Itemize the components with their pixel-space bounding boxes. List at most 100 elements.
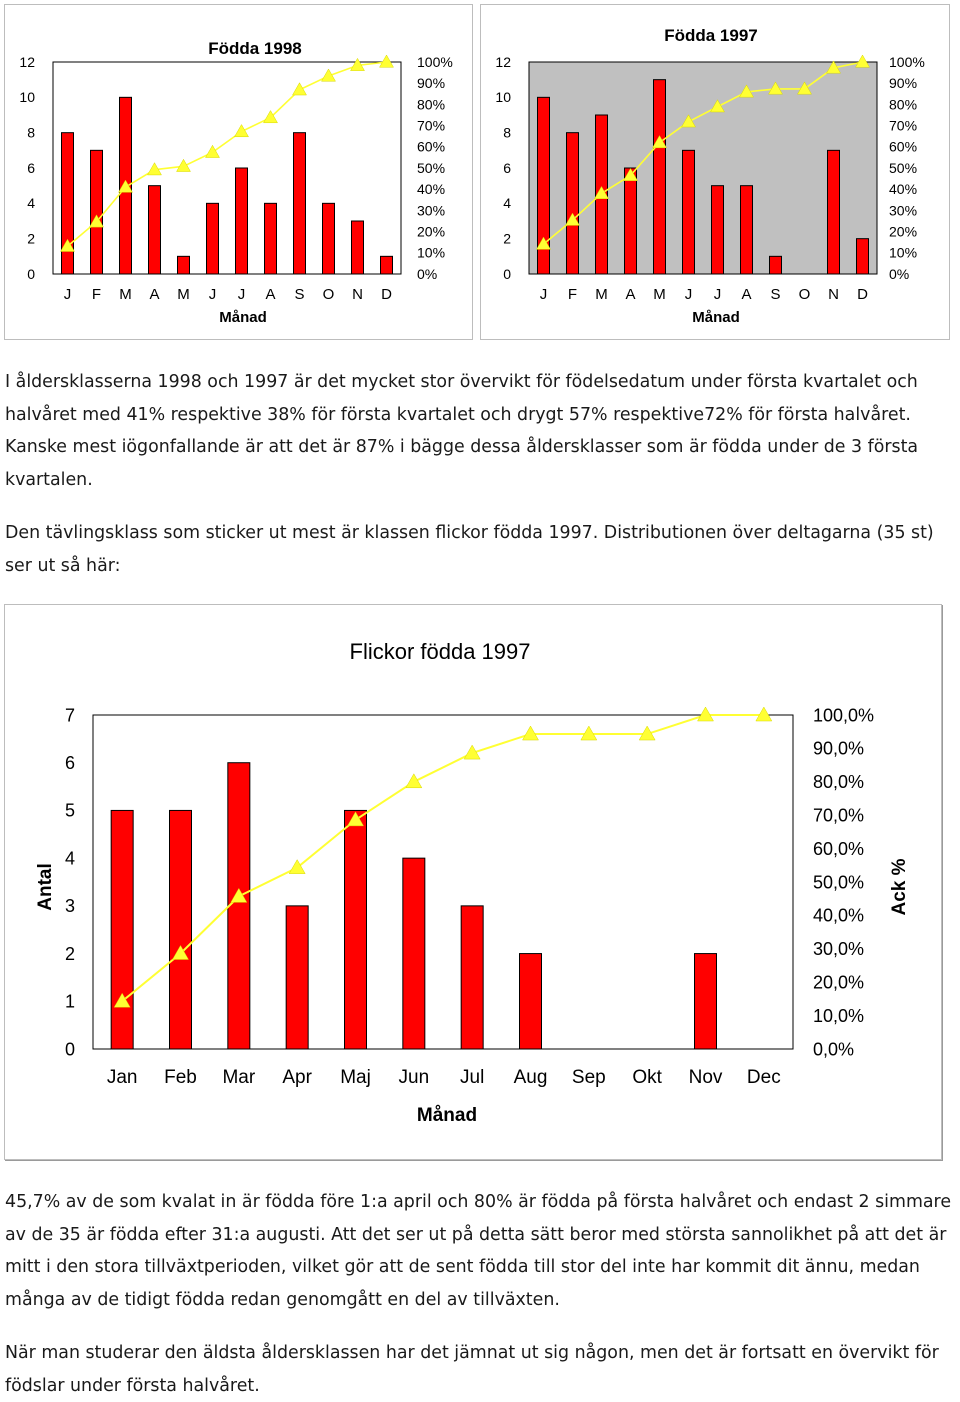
cumulative-marker	[710, 99, 725, 113]
y-tick-label: 10	[19, 89, 35, 105]
bar	[711, 185, 724, 275]
x-tick-label: M	[653, 286, 666, 303]
cumulative-marker	[288, 859, 306, 874]
x-tick-label: N	[352, 286, 363, 303]
y-tick-label: 10	[495, 89, 511, 105]
x-tick-label: Sep	[572, 1067, 606, 1088]
y2-tick-label: 90,0%	[813, 739, 864, 759]
cumulative-marker	[234, 124, 249, 138]
x-tick-label: N	[828, 286, 839, 303]
x-axis-label: Månad	[692, 309, 740, 326]
x-tick-label: O	[323, 286, 335, 303]
bar	[148, 185, 161, 275]
cumulative-marker	[755, 706, 773, 722]
cumulative-marker	[580, 725, 598, 741]
y-tick-label: 8	[503, 125, 511, 141]
y2-tick-label: 30%	[417, 202, 445, 218]
y2-tick-label: 100%	[889, 54, 925, 70]
y2-tick-label: 20%	[889, 224, 917, 240]
y-tick-label: 2	[27, 231, 35, 247]
cumulative-marker	[263, 110, 278, 124]
x-tick-label: Mar	[222, 1067, 255, 1088]
x-tick-label: S	[770, 286, 780, 303]
cumulative-marker	[463, 744, 481, 760]
chart-panel-1997: Födda 1997 0 2 4 6 8 10 12 0% 10% 20% 30% 40% 50% 60% 7…	[480, 4, 950, 340]
y-tick-label: 6	[503, 160, 511, 176]
cumulative-marker	[113, 992, 131, 1008]
bar	[235, 167, 248, 275]
cumulative-marker	[321, 68, 336, 82]
x-tick-label: Dec	[747, 1067, 781, 1088]
bar	[264, 202, 277, 275]
plot-border	[528, 61, 878, 275]
cumulative-marker	[379, 54, 394, 68]
y-tick-label: 8	[27, 125, 35, 141]
cumulative-marker	[522, 725, 539, 741]
y2-tick-label: 0%	[889, 266, 909, 282]
bar	[206, 202, 219, 275]
y2-tick-label: 10%	[889, 245, 917, 261]
paragraph-3: 45,7% av de som kvalat in är födda före …	[5, 1192, 952, 1310]
x-tick-label: D	[381, 286, 392, 303]
y-tick-label: 2	[65, 944, 75, 964]
y2-tick-label: 50,0%	[813, 872, 864, 892]
y2-tick-label: 10,0%	[813, 1006, 864, 1026]
cumulative-marker	[855, 54, 870, 68]
bar	[110, 809, 134, 1050]
cumulative-marker	[350, 57, 365, 71]
x-tick-label: Apr	[282, 1067, 312, 1088]
x-tick-label: S	[294, 286, 304, 303]
bar	[380, 255, 393, 275]
chart-title: Födda 1997	[664, 26, 758, 45]
bar	[227, 762, 251, 1050]
y2-tick-label: 100%	[417, 54, 453, 70]
chart-1997: Födda 1997 0 2 4 6 8 10 12 0% 10% 20% 30% 40% 50% 60% 7…	[495, 26, 925, 326]
bar	[827, 149, 840, 275]
x-tick-label: Jul	[460, 1067, 484, 1088]
y-tick-label: 0	[503, 266, 511, 282]
x-tick-label: A	[741, 286, 751, 303]
y2-tick-label: 80,0%	[813, 772, 864, 792]
chart-panel-1998: Födda 1998 0 2 4 6 8 10 12 0% 10% 20% 30% 40% 50% 60% 7…	[4, 4, 473, 340]
y2-tick-label: 70,0%	[813, 806, 864, 826]
y2-tick-label: 40%	[889, 181, 917, 197]
bar	[537, 96, 550, 275]
chart-title: Födda 1998	[208, 39, 302, 58]
x-tick-label: A	[265, 286, 275, 303]
y-tick-label: 4	[503, 195, 511, 211]
y2-tick-label: 60%	[417, 139, 445, 155]
x-tick-label: J	[540, 286, 548, 303]
cumulative-marker	[623, 167, 638, 181]
cumulative-marker	[347, 811, 364, 827]
y2-tick-label: 80%	[417, 96, 445, 112]
bar	[769, 255, 782, 275]
y-tick-label: 4	[65, 848, 75, 868]
x-axis-label: Månad	[417, 1105, 477, 1126]
x-axis-label: Månad	[219, 309, 267, 326]
y2-tick-label: 0,0%	[813, 1039, 854, 1059]
x-tick-label: Jun	[399, 1067, 430, 1088]
y2-tick-label: 60%	[889, 139, 917, 155]
x-tick-label: J	[685, 286, 693, 303]
y2-tick-label: 100,0%	[813, 705, 874, 725]
bar	[169, 809, 192, 1050]
paragraph-4: När man studerar den äldsta åldersklasse…	[5, 1343, 939, 1396]
y2-tick-label: 30,0%	[813, 939, 864, 959]
y2-tick-label: 80%	[889, 96, 917, 112]
y2-tick-label: 20,0%	[813, 973, 864, 993]
y2-tick-label: 70%	[417, 118, 445, 134]
cumulative-marker	[89, 214, 104, 228]
cumulative-marker	[826, 60, 841, 74]
y-tick-label: 0	[65, 1039, 75, 1059]
bar	[682, 149, 695, 275]
bar	[566, 132, 579, 275]
x-tick-label: M	[119, 286, 132, 303]
y2-axis-label: Ack %	[889, 858, 910, 915]
x-tick-label: Nov	[689, 1067, 723, 1088]
cumulative-marker	[638, 725, 656, 741]
chart-1998: Födda 1998 0 2 4 6 8 10 12 0% 10% 20% 30% 40% 50% 60% 7…	[19, 39, 453, 326]
y-tick-label: 12	[495, 54, 511, 70]
plot-border	[92, 714, 794, 1050]
paragraph-1: I åldersklasserna 1998 och 1997 är det m…	[5, 372, 919, 490]
y2-tick-label: 10%	[417, 245, 445, 261]
